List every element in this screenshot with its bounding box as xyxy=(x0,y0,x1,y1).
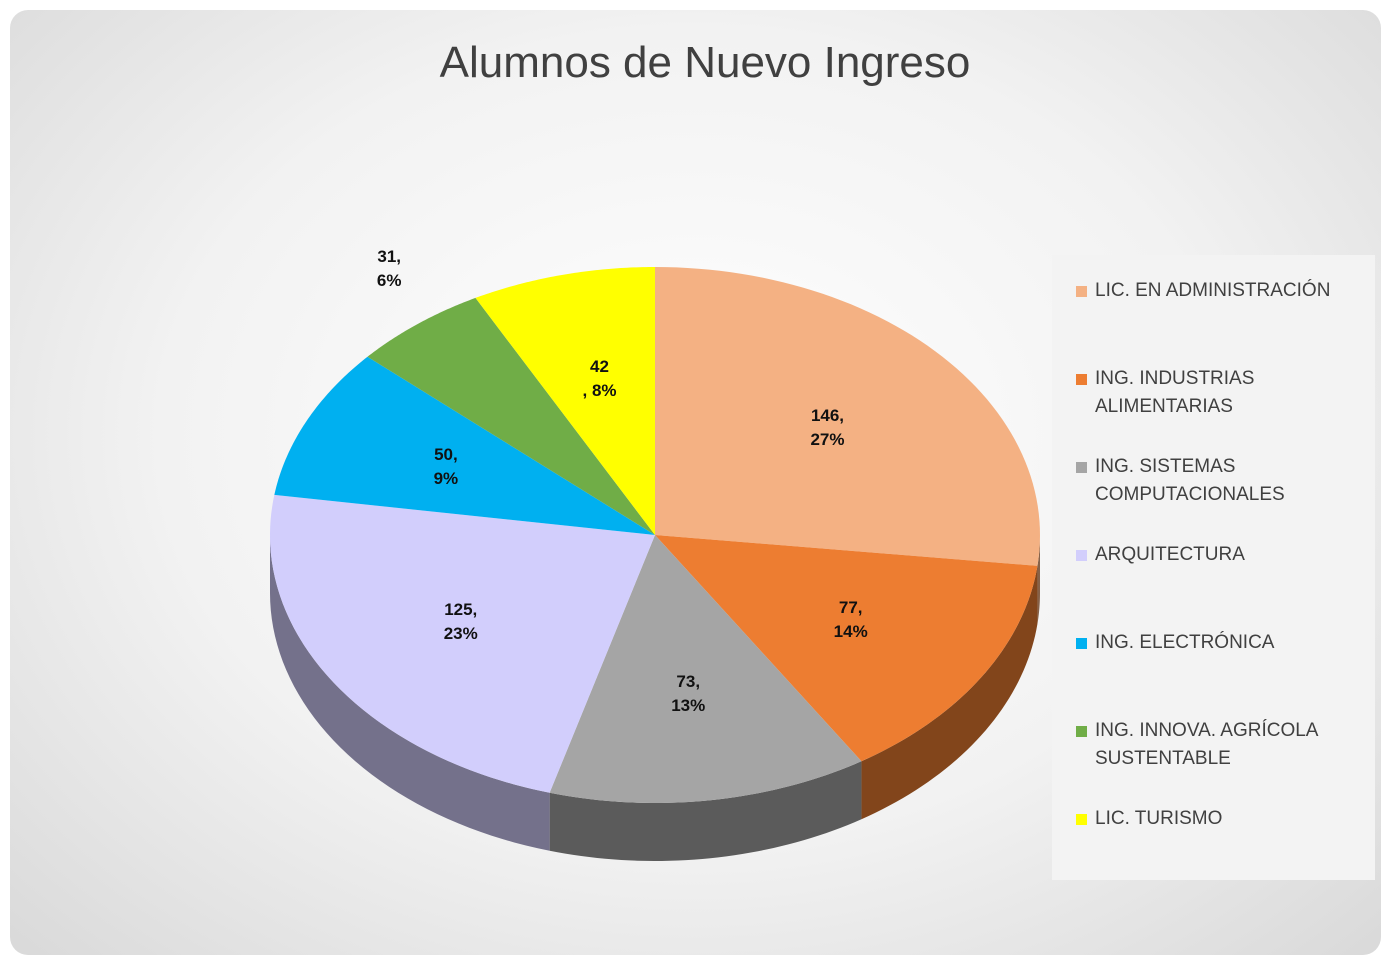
legend-label: ING. SISTEMAS COMPUTACIONALES xyxy=(1095,456,1285,505)
legend-item: ARQUITECTURA xyxy=(1076,541,1366,569)
data-label: 77, 14% xyxy=(833,598,868,642)
slice xyxy=(655,267,1040,566)
legend-swatch xyxy=(1076,814,1087,825)
legend-swatch xyxy=(1076,286,1087,297)
legend-swatch xyxy=(1076,638,1087,649)
slice xyxy=(549,535,862,803)
slice xyxy=(274,356,655,535)
slice-side xyxy=(861,565,1038,820)
data-label: 31, 6% xyxy=(376,246,402,290)
legend-label: ING. ELECTRÓNICA xyxy=(1095,632,1275,653)
legend-swatch xyxy=(1076,462,1087,473)
data-label: 125, 23% xyxy=(443,600,478,643)
legend-label: ING. INNOVA. AGRÍCOLA SUSTENTABLE xyxy=(1095,720,1318,769)
slice xyxy=(367,297,655,535)
legend-item: ING. SISTEMAS COMPUTACIONALES xyxy=(1076,453,1366,509)
slice xyxy=(270,494,655,793)
legend-item: LIC. TURISMO xyxy=(1076,805,1366,833)
legend-label: LIC. EN ADMINISTRACIÓN xyxy=(1095,280,1331,301)
legend-swatch xyxy=(1076,550,1087,561)
data-label: 50, 9% xyxy=(433,444,459,488)
legend-swatch xyxy=(1076,726,1087,737)
chart-title: Alumnos de Nuevo Ingreso xyxy=(439,38,971,87)
legend: LIC. EN ADMINISTRACIÓN ING. INDUSTRIAS AL… xyxy=(1052,255,1375,880)
data-label: 146, 27% xyxy=(810,406,845,450)
slice-side xyxy=(270,535,550,851)
slice-side xyxy=(549,761,862,861)
legend-label: ING. INDUSTRIAS ALIMENTARIAS xyxy=(1095,368,1255,417)
legend-item: ING. ELECTRÓNICA xyxy=(1076,629,1366,657)
legend-label: LIC. TURISMO xyxy=(1095,808,1223,829)
legend-item: ING. INDUSTRIAS ALIMENTARIAS xyxy=(1076,365,1366,421)
legend-item: LIC. EN ADMINISTRACIÓN xyxy=(1076,277,1366,305)
data-label: 42 , 8% xyxy=(582,356,617,400)
slice xyxy=(475,267,655,535)
slice xyxy=(655,535,1038,762)
legend-swatch xyxy=(1076,374,1087,385)
slice-side xyxy=(1037,535,1040,624)
legend-label: ARQUITECTURA xyxy=(1095,544,1245,565)
data-label: 73, 13% xyxy=(671,672,706,716)
legend-item: ING. INNOVA. AGRÍCOLA SUSTENTABLE xyxy=(1076,717,1366,773)
